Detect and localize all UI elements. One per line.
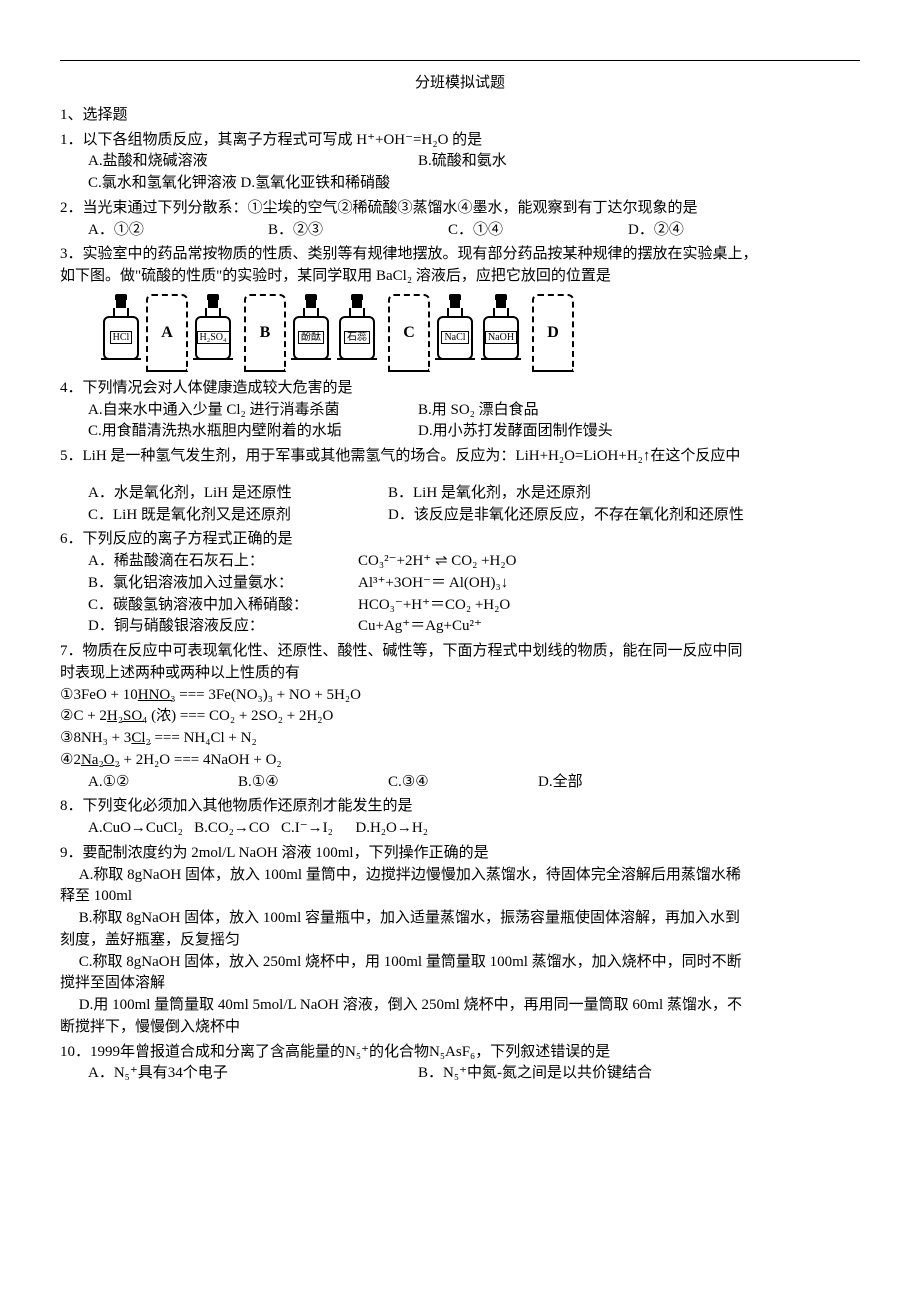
q7-eq4: ④2Na₂O₂ + 2H₂O === 4NaOH + O₂ xyxy=(60,750,860,772)
question-1: 1．以下各组物质反应，其离子方程式可写成 H⁺+OH⁻=H₂O 的是 A.盐酸和… xyxy=(60,130,860,195)
q5-opt-c: C．LiH 既是氧化剂又是还原剂 xyxy=(88,505,388,527)
q9-c1: C.称取 8gNaOH 固体，放入 250ml 烧杯中，用 100ml 量筒量取… xyxy=(60,952,860,974)
slot-d: D xyxy=(532,294,574,372)
question-4: 4．下列情况会对人体健康造成较大危害的是 A.自来水中通入少量 Cl₂ 进行消毒… xyxy=(60,378,860,443)
q2-opt-d: D．②④ xyxy=(628,220,808,242)
question-6: 6．下列反应的离子方程式正确的是 A．稀盐酸滴在石灰石上：CO₃²⁻+2H⁺ ⇌… xyxy=(60,529,860,638)
q9-d2: 断搅拌下，慢慢倒入烧杯中 xyxy=(60,1017,860,1039)
q6-c-lab: C．碳酸氢钠溶液中加入稀硝酸： xyxy=(88,595,358,617)
q8-stem: 8．下列变化必须加入其他物质作还原剂才能发生的是 xyxy=(60,796,860,818)
q6-c-eq: HCO₃⁻+H⁺＝CO₂ +H₂O xyxy=(358,595,510,617)
q4-opt-d: D.用小苏打发酵面团制作馒头 xyxy=(418,421,613,443)
q5-opt-b: B．LiH 是氧化剂，水是还原剂 xyxy=(388,483,591,505)
q2-opt-c: C．①④ xyxy=(448,220,628,242)
q9-a2: 释至 100ml xyxy=(60,886,860,908)
q9-c2: 搅拌至固体溶解 xyxy=(60,973,860,995)
bottle-group-2: B 酚酞 石蕊 xyxy=(244,294,378,372)
q7-opt-b: B.①④ xyxy=(238,772,388,794)
q1-opt-a: A.盐酸和烧碱溶液 xyxy=(88,151,418,173)
q1-opt-cd: C.氯水和氢氧化钾溶液 D.氢氧化亚铁和稀硝酸 xyxy=(60,173,860,195)
question-8: 8．下列变化必须加入其他物质作还原剂才能发生的是 A.CuO→CuCl₂ B.C… xyxy=(60,796,860,840)
question-5: 5．LiH 是一种氢气发生剂，用于军事或其他需氢气的场合。反应为：LiH+H₂O… xyxy=(60,446,860,526)
bottle-nacl: NaCl xyxy=(434,294,476,372)
question-7: 7．物质在反应中可表现氧化性、还原性、酸性、碱性等，下面方程式中划线的物质，能在… xyxy=(60,641,860,793)
q10-stem: 10．1999年曾报道合成和分离了含高能量的N₅⁺的化合物N₅AsF₆，下列叙述… xyxy=(60,1042,860,1064)
bottle-h2so4: H₂SO₄ xyxy=(192,294,234,372)
question-10: 10．1999年曾报道合成和分离了含高能量的N₅⁺的化合物N₅AsF₆，下列叙述… xyxy=(60,1042,860,1086)
q8-opts: A.CuO→CuCl₂ B.CO₂→CO C.I⁻→I₂ D.H₂O→H₂ xyxy=(60,818,860,840)
q7-stem1: 7．物质在反应中可表现氧化性、还原性、酸性、碱性等，下面方程式中划线的物质，能在… xyxy=(60,641,860,663)
q9-b2: 刻度，盖好瓶塞，反复摇匀 xyxy=(60,930,860,952)
q3-stem2: 如下图。做"硫酸的性质"的实验时，某同学取用 BaCl₂ 溶液后，应把它放回的位… xyxy=(60,266,860,288)
bottle-hcl: HCl xyxy=(100,294,142,372)
q2-opt-a: A．①② xyxy=(88,220,268,242)
q1-stem: 1．以下各组物质反应，其离子方程式可写成 H⁺+OH⁻=H₂O 的是 xyxy=(60,130,860,152)
q7-opt-a: A.①② xyxy=(88,772,238,794)
q9-a1: A.称取 8gNaOH 固体，放入 100ml 量筒中，边搅拌边慢慢加入蒸馏水，… xyxy=(60,865,860,887)
q6-a-lab: A．稀盐酸滴在石灰石上： xyxy=(88,551,358,573)
slot-c: C xyxy=(388,294,430,372)
bottle-group-4: D xyxy=(532,294,574,372)
page-title: 分班模拟试题 xyxy=(60,73,860,95)
q10-opt-b: B．N₅⁺中氮-氮之间是以共价键结合 xyxy=(418,1063,652,1085)
q6-d-lab: D．铜与硝酸银溶液反应： xyxy=(88,616,358,638)
q5-stem: 5．LiH 是一种氢气发生剂，用于军事或其他需氢气的场合。反应为：LiH+H₂O… xyxy=(60,446,860,468)
q4-opt-c: C.用食醋清洗热水瓶胆内壁附着的水垢 xyxy=(88,421,418,443)
q6-b-eq: Al³⁺+3OH⁻＝ Al(OH)₃↓ xyxy=(358,573,508,595)
question-9: 9．要配制浓度约为 2mol/L NaOH 溶液 100ml，下列操作正确的是 … xyxy=(60,843,860,1039)
q7-stem2: 时表现上述两种或两种以上性质的有 xyxy=(60,663,860,685)
q1-opt-b: B.硫酸和氨水 xyxy=(418,151,507,173)
q10-opt-a: A．N₅⁺具有34个电子 xyxy=(88,1063,418,1085)
q6-a-eq: CO₃²⁻+2H⁺ ⇌ CO₂ +H₂O xyxy=(358,551,516,573)
q9-d1: D.用 100ml 量筒量取 40ml 5mol/L NaOH 溶液，倒入 25… xyxy=(60,995,860,1017)
slot-a: A xyxy=(146,294,188,372)
q7-opt-d: D.全部 xyxy=(538,772,688,794)
bottle-group-1: HCl A H₂SO₄ xyxy=(100,294,234,372)
q4-stem: 4．下列情况会对人体健康造成较大危害的是 xyxy=(60,378,860,400)
q9-b1: B.称取 8gNaOH 固体，放入 100ml 容量瓶中，加入适量蒸馏水，振荡容… xyxy=(60,908,860,930)
q7-eq1: ①3FeO + 10HNO₃ === 3Fe(NO₃)₃ + NO + 5H₂O xyxy=(60,685,860,707)
q4-opt-a: A.自来水中通入少量 Cl₂ 进行消毒杀菌 xyxy=(88,400,418,422)
q2-stem: 2．当光束通过下列分散系：①尘埃的空气②稀硫酸③蒸馏水④墨水，能观察到有丁达尔现… xyxy=(60,198,860,220)
q3-diagram: HCl A H₂SO₄ B 酚酞 石蕊 C NaCl xyxy=(100,294,860,372)
q6-stem: 6．下列反应的离子方程式正确的是 xyxy=(60,529,860,551)
q7-eq3: ③8NH₃ + 3Cl₂ === NH₄Cl + N₂ xyxy=(60,728,860,750)
q7-opt-c: C.③④ xyxy=(388,772,538,794)
question-3: 3．实验室中的药品常按物质的性质、类别等有规律地摆放。现有部分药品按某种规律的摆… xyxy=(60,244,860,372)
top-rule xyxy=(60,60,860,61)
q2-opt-b: B．②③ xyxy=(268,220,448,242)
section-heading: 1、选择题 xyxy=(60,105,860,127)
question-2: 2．当光束通过下列分散系：①尘埃的空气②稀硫酸③蒸馏水④墨水，能观察到有丁达尔现… xyxy=(60,198,860,242)
slot-b: B xyxy=(244,294,286,372)
bottle-group-3: C NaCl NaOH xyxy=(388,294,522,372)
bottle-litmus: 石蕊 xyxy=(336,294,378,372)
bottle-naoh: NaOH xyxy=(480,294,522,372)
q7-eq2: ②C + 2H₂SO₄ (浓) === CO₂ + 2SO₂ + 2H₂O xyxy=(60,706,860,728)
q5-opt-d: D．该反应是非氧化还原反应，不存在氧化剂和还原性 xyxy=(388,505,744,527)
q6-d-eq: Cu+Ag⁺＝Ag+Cu²⁺ xyxy=(358,616,482,638)
q3-stem1: 3．实验室中的药品常按物质的性质、类别等有规律地摆放。现有部分药品按某种规律的摆… xyxy=(60,244,860,266)
q9-stem: 9．要配制浓度约为 2mol/L NaOH 溶液 100ml，下列操作正确的是 xyxy=(60,843,860,865)
q5-opt-a: A．水是氧化剂，LiH 是还原性 xyxy=(88,483,388,505)
q4-opt-b: B.用 SO₂ 漂白食品 xyxy=(418,400,539,422)
q6-b-lab: B．氯化铝溶液加入过量氨水： xyxy=(88,573,358,595)
bottle-phenolphthalein: 酚酞 xyxy=(290,294,332,372)
